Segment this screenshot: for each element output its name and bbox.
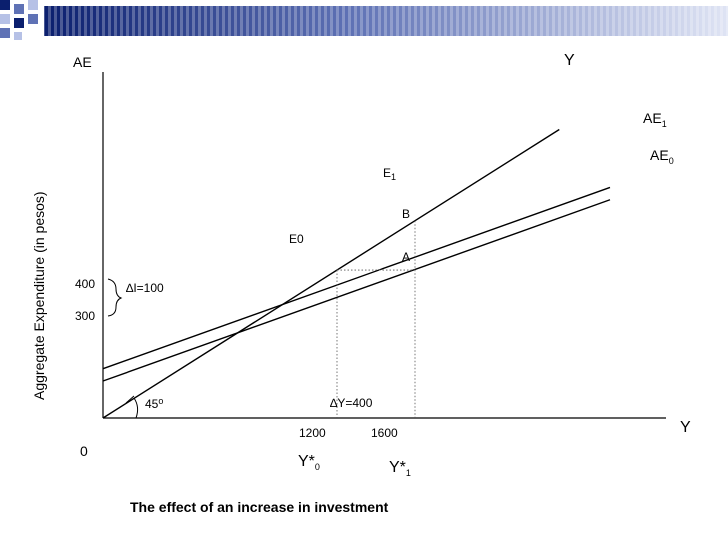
series-label-ae0: AE0 [650, 147, 674, 166]
y-tick-label-400: 400 [75, 277, 95, 291]
x-axis-label: Y [680, 419, 691, 436]
decorative-square [0, 0, 10, 10]
angle-arc-marker [133, 397, 139, 419]
decorative-header-bar [0, 0, 728, 40]
angle-annotation: 45o [145, 396, 163, 411]
series-line-ae0 [102, 199, 611, 382]
angle-pointer [125, 395, 135, 404]
series-line-ae1 [102, 186, 611, 370]
origin-label: 0 [80, 443, 88, 459]
chart-caption: The effect of an increase in investment [130, 499, 389, 515]
x-tick-label-1200: 1200 [299, 426, 326, 440]
equilibrium-output-y1: Y*1 [389, 459, 411, 478]
series-line-45-degree [102, 128, 560, 419]
decorative-square [28, 14, 38, 24]
delta-i-brace [107, 278, 123, 317]
decorative-square [14, 32, 22, 40]
point-label-a: A [402, 250, 410, 264]
y-axis-label: AE [73, 54, 92, 70]
series-label-ae1: AE1 [643, 110, 667, 129]
series-label-y: Y [564, 52, 575, 69]
decorative-square [14, 4, 24, 14]
point-label-e1: E1 [383, 166, 396, 182]
delta-i-annotation: ∆I=100 [126, 281, 164, 295]
y-tick-label-300: 300 [75, 309, 95, 323]
decorative-square [0, 28, 10, 38]
decorative-square [0, 14, 10, 24]
point-label-b: B [402, 207, 410, 221]
decorative-square [28, 0, 38, 10]
equilibrium-output-y0: Y*0 [298, 453, 320, 472]
decorative-stripe-overlay [44, 6, 728, 36]
y-axis-side-title: Aggregate Expenditure (in pesos) [31, 191, 47, 400]
delta-y-annotation: ∆Y=400 [330, 396, 373, 410]
point-label-e0: E0 [289, 232, 304, 246]
x-tick-label-1600: 1600 [371, 426, 398, 440]
decorative-square [14, 18, 24, 28]
